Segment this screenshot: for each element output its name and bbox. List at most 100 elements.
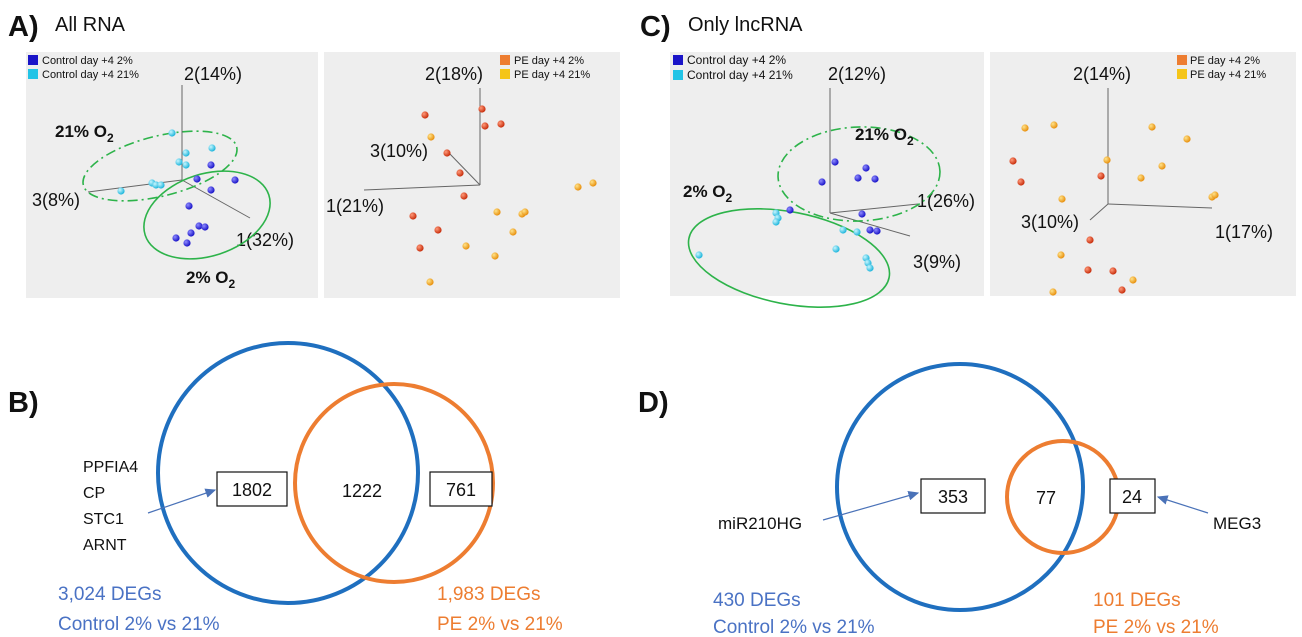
scatter-points-c-left [695,158,881,272]
point [1009,157,1017,165]
point [786,206,794,214]
venn-circle-control [835,362,1085,612]
point [416,244,424,252]
panel-d-letter: D) [638,387,669,419]
legend-swatch-pe-2 [1177,55,1187,65]
point [409,212,417,220]
point [862,164,870,172]
point [1148,123,1156,131]
point [871,175,879,183]
axis-label-c-left-2: 2(12%) [828,64,886,84]
legend-label-pe-2: PE day +4 2% [1190,55,1260,67]
arrow-to-left-box [822,491,920,521]
venn-count-right-only: 761 [446,480,476,500]
point [1086,236,1094,244]
panel-c: C) Only lncRNA Control day +4 2% Control… [640,11,1296,308]
axis-label-a-left-2: 2(14%) [184,64,242,84]
point [460,192,468,200]
venn-caption-control-comparison: Control 2% vs 21% [58,614,220,635]
cluster-ellipse-a-21 [82,130,238,202]
venn-caption-pe-comparison: PE 2% vs 21% [1093,617,1219,637]
point [873,227,881,235]
point [443,149,451,157]
venn-caption-control-degs: 430 DEGs [713,590,801,611]
scatter-points-a-right [409,105,597,286]
point [462,242,470,250]
venn-circle-pe [1005,439,1121,555]
point [497,120,505,128]
axis-label-c-right-1: 1(17%) [1215,222,1273,242]
venn-count-overlap: 77 [1036,488,1056,508]
legend-label-control-21: Control day +4 21% [687,68,793,82]
point [168,129,176,137]
legend-swatch-control-21 [673,70,683,80]
point [157,181,165,189]
legend-swatch-pe-2 [500,55,510,65]
venn-caption-control-degs: 3,024 DEGs [58,584,162,605]
point [1017,178,1025,186]
point [1057,251,1065,259]
axis-label-c-right-2: 2(14%) [1073,64,1131,84]
venn-box-left [216,471,288,507]
venn-count-right-only: 24 [1122,487,1142,507]
point [1084,266,1092,274]
point [839,226,847,234]
scatter-points-c-right [1009,121,1219,296]
panel-d: D) 353 77 24 miR210HG MEG3 430 DEGs Cont… [638,362,1261,637]
legend-swatch-control-2 [673,55,683,65]
point [172,234,180,242]
venn-box-right [1109,478,1156,514]
legend-label-pe-21: PE day +4 21% [1190,69,1266,81]
point [853,228,861,236]
gene-label: PPFIA4 [83,459,138,476]
point [866,226,874,234]
panel-c-left-plot-bg [670,52,984,296]
panel-a: A) All RNA Control day +4 2% Control day… [8,11,620,298]
panel-a-right-plot-bg [324,52,620,298]
legend-swatch-pe-21 [500,69,510,79]
point [772,218,780,226]
point [1118,286,1126,294]
point [195,222,203,230]
panel-a-letter: A) [8,11,39,43]
point [491,252,499,260]
point [1050,121,1058,129]
point [818,178,826,186]
point [478,105,486,113]
point [193,175,201,183]
point [521,208,529,216]
panel-c-title: Only lncRNA [688,14,803,36]
legend-label-control-21: Control day +4 21% [42,69,139,81]
point [509,228,517,236]
point [1097,172,1105,180]
gene-label: CP [83,485,105,502]
panel-a-title: All RNA [55,14,126,36]
gene-label-left: miR210HG [718,514,802,533]
point [231,176,239,184]
panel-c-right-axes [1089,88,1213,221]
point [831,158,839,166]
legend-swatch-pe-21 [1177,69,1187,79]
venn-count-overlap: 1222 [342,481,382,501]
legend-swatch-control-2 [28,55,38,65]
point [182,161,190,169]
axis-label-a-left-3: 3(8%) [32,190,80,210]
point [117,187,125,195]
point [427,133,435,141]
panel-c-left-axes [829,88,919,237]
venn-caption-pe-degs: 101 DEGs [1093,590,1181,611]
axis-label-a-right-1: 1(21%) [326,196,384,216]
venn-circle-control [156,341,420,605]
venn-circle-pe [293,382,495,584]
legend-label-pe-2: PE day +4 2% [514,55,584,67]
point [832,245,840,253]
legend-swatch-control-21 [28,69,38,79]
point [1137,174,1145,182]
point [493,208,501,216]
point [207,186,215,194]
point [589,179,597,187]
venn-box-left [920,478,986,514]
point [695,251,703,259]
point [1021,124,1029,132]
